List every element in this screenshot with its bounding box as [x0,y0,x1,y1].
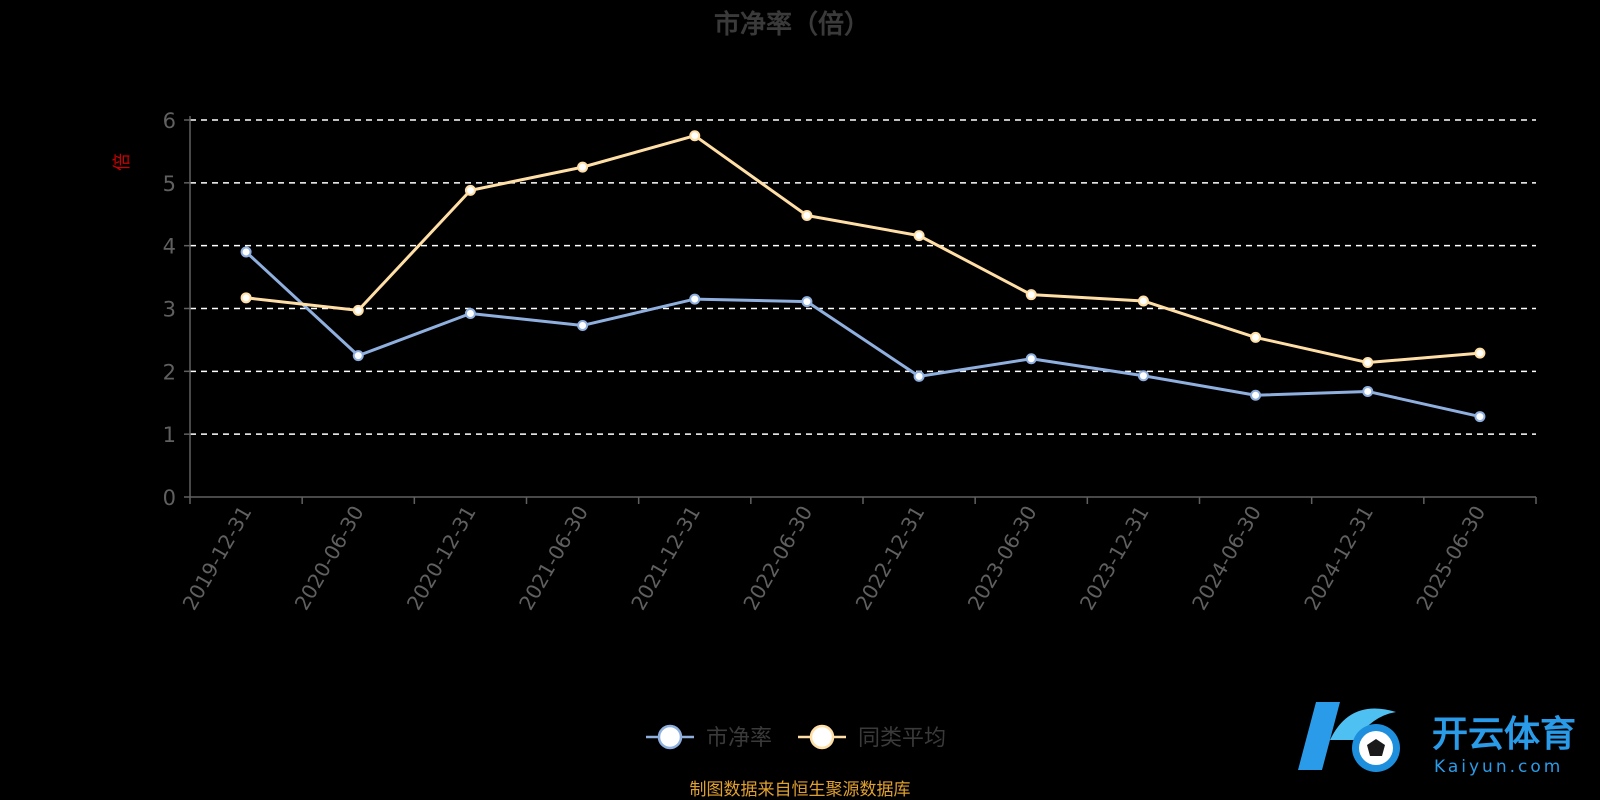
data-point[interactable] [240,292,252,304]
y-tick-label: 6 [163,109,176,133]
y-axis-label: 倍 [112,153,133,171]
data-point[interactable] [1137,370,1149,382]
data-point[interactable] [1474,411,1486,423]
data-point[interactable] [689,293,701,305]
data-point[interactable] [689,130,701,142]
series-layer [240,130,1486,423]
data-point[interactable] [1362,357,1374,369]
x-tick-label: 2023-12-31 [1075,502,1154,615]
y-tick-label: 2 [163,360,176,384]
logo-name-cn: 开云体育 [1432,714,1576,755]
data-point[interactable] [1250,331,1262,343]
data-point[interactable] [352,304,364,316]
legend-label: 市净率 [706,726,772,751]
x-tick-label: 2025-06-30 [1411,502,1490,615]
data-point[interactable] [1362,385,1374,397]
data-point[interactable] [801,210,813,222]
data-point[interactable] [913,370,925,382]
x-tick-label: 2020-06-30 [290,502,369,615]
grid-layer [190,119,1536,435]
x-tick-label: 2023-06-30 [963,502,1042,615]
legend-item[interactable]: 市净率 [646,724,772,751]
data-point[interactable] [913,230,925,242]
series-line[interactable] [245,250,1481,419]
data-point[interactable] [1025,289,1037,301]
data-point[interactable] [577,319,589,331]
data-point[interactable] [240,246,252,258]
x-tick-label: 2021-12-31 [626,502,705,615]
data-point[interactable] [352,350,364,362]
data-point[interactable] [1250,389,1262,401]
chart-title: 市净率（倍） [714,9,870,40]
data-point[interactable] [577,161,589,173]
x-tick-label: 2024-06-30 [1187,502,1266,615]
y-tick-label: 4 [163,235,176,259]
legend-marker-icon [809,724,835,750]
logo-name-en: Kaiyun.com [1434,757,1563,777]
logo-emblem-icon [1298,702,1400,772]
y-tick-label: 0 [163,486,176,510]
y-tick-label: 1 [163,423,176,447]
x-tick-label: 2020-12-31 [402,501,481,614]
x-tick-label: 2022-12-31 [851,501,930,614]
data-point[interactable] [801,296,813,308]
data-point[interactable] [464,308,476,320]
source-note: 制图数据来自恒生聚源数据库 [690,780,911,800]
x-tick-label: 2022-06-30 [738,502,817,615]
data-point[interactable] [1474,347,1486,359]
y-tick-label: 5 [163,172,176,196]
x-tick-label: 2021-06-30 [514,502,593,615]
data-point[interactable] [1137,295,1149,307]
legend-item[interactable]: 同类平均 [798,724,946,751]
data-point[interactable] [1025,353,1037,365]
axis-layer: 0 1 2 3 4 5 6 2019-12-31 2020-06-30 2020-12-31 202… [163,109,1537,615]
data-point[interactable] [464,184,476,196]
series-line[interactable] [245,134,1481,365]
legend-label: 同类平均 [858,726,946,751]
x-tick-label: 2024-12-31 [1299,502,1378,615]
x-tick-label: 2019-12-31 [178,502,257,615]
kaiyun-logo: 开云体育 Kaiyun.com [1298,702,1576,777]
legend-marker-icon [657,724,683,750]
y-tick-label: 3 [163,298,176,322]
legend[interactable]: 市净率 同类平均 [646,724,946,751]
